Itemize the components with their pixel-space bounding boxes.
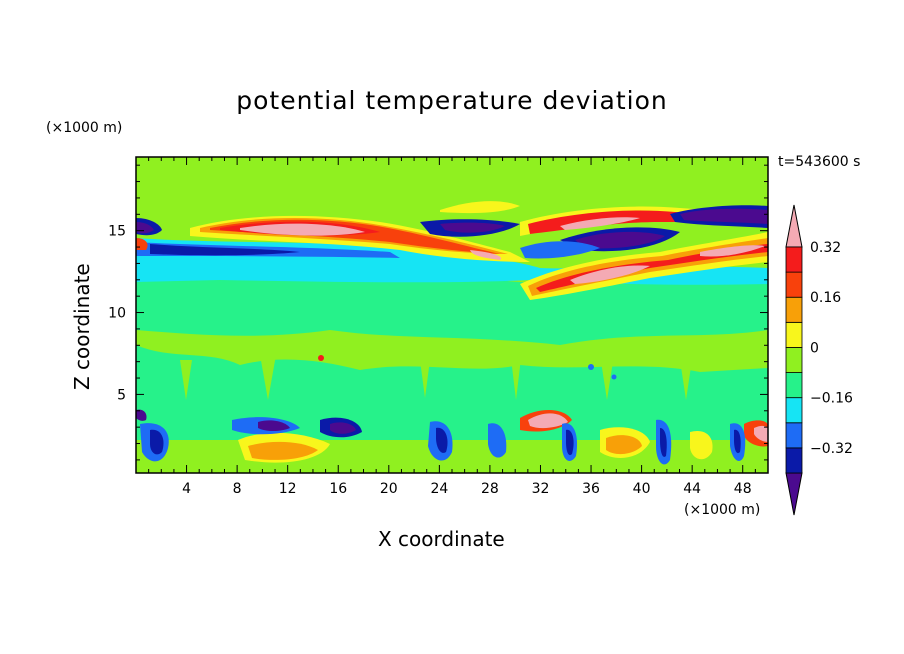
colorbar-tick-label: 0.32 [810, 240, 841, 256]
y-axis: 5 10 15 [108, 164, 768, 461]
colorbar-tick-label: −0.16 [810, 391, 853, 407]
x-tick-label: 32 [532, 481, 550, 497]
x-tick-label: 28 [481, 481, 499, 497]
colorbar-tick-label: 0 [810, 340, 819, 356]
y-tick-label: 10 [108, 306, 126, 322]
x-tick-label: 40 [633, 481, 651, 497]
colorbar-tick-label: −0.32 [810, 441, 853, 457]
contour-field [136, 157, 768, 473]
x-tick-label: 16 [329, 481, 347, 497]
chart-title: potential temperature deviation [236, 86, 668, 115]
colorbar: −0.32 −0.16 0 0.16 0.32 [785, 204, 853, 516]
x-tick-label: 24 [430, 481, 448, 497]
x-axis: 4 8 12 16 20 24 28 32 36 40 44 48 [148, 157, 756, 497]
colorbar-swatch [785, 271, 803, 298]
colorbar-swatch [785, 447, 803, 474]
y-tick-label: 5 [117, 387, 126, 403]
colorbar-bottom-triangle [785, 472, 803, 516]
colorbar-swatch [785, 422, 803, 449]
colorbar-swatch [785, 347, 803, 373]
x-tick-label: 44 [683, 481, 701, 497]
colorbar-swatch [785, 296, 803, 323]
y-tick-label: 15 [108, 224, 126, 240]
x-tick-label: 20 [380, 481, 398, 497]
colorbar-tick-label: 0.16 [810, 290, 841, 306]
time-label: t=543600 s [778, 154, 861, 170]
x-tick-label: 4 [182, 481, 191, 497]
z-unit-label: (×1000 m) [46, 120, 123, 136]
colorbar-swatch [785, 397, 803, 424]
x-tick-label: 48 [734, 481, 752, 497]
colorbar-swatch [785, 321, 803, 348]
x-tick-label: 8 [233, 481, 242, 497]
colorbar-swatch [785, 246, 803, 273]
x-tick-label: 36 [582, 481, 600, 497]
colorbar-top-triangle [785, 204, 803, 248]
x-tick-label: 12 [279, 481, 297, 497]
x-unit-label: (×1000 m) [684, 502, 761, 518]
x-axis-label: X coordinate [378, 527, 505, 551]
colorbar-swatch [785, 372, 803, 399]
